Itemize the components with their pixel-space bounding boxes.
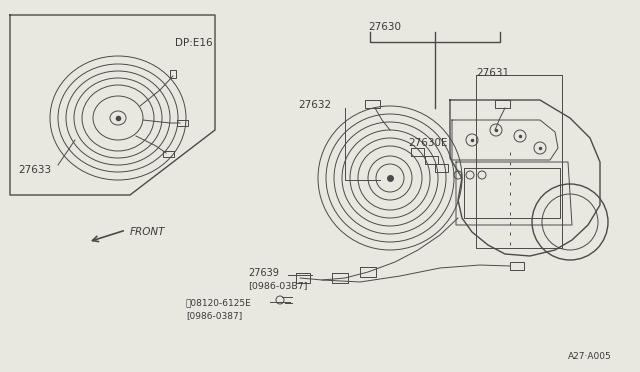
- Text: 27630E: 27630E: [408, 138, 447, 148]
- Text: 27639: 27639: [248, 268, 279, 278]
- Text: 27632: 27632: [298, 100, 331, 110]
- Text: 27633: 27633: [18, 165, 51, 175]
- Text: 27631: 27631: [476, 68, 509, 78]
- Text: Ⓝ08120-6125E: Ⓝ08120-6125E: [186, 298, 252, 307]
- Text: DP:E16: DP:E16: [175, 38, 212, 48]
- Text: A27·A005: A27·A005: [568, 352, 612, 361]
- Text: [0986-03B7]: [0986-03B7]: [248, 281, 307, 290]
- Text: FRONT: FRONT: [130, 227, 166, 237]
- Text: [0986-0387]: [0986-0387]: [186, 311, 243, 320]
- Text: 27630: 27630: [368, 22, 401, 32]
